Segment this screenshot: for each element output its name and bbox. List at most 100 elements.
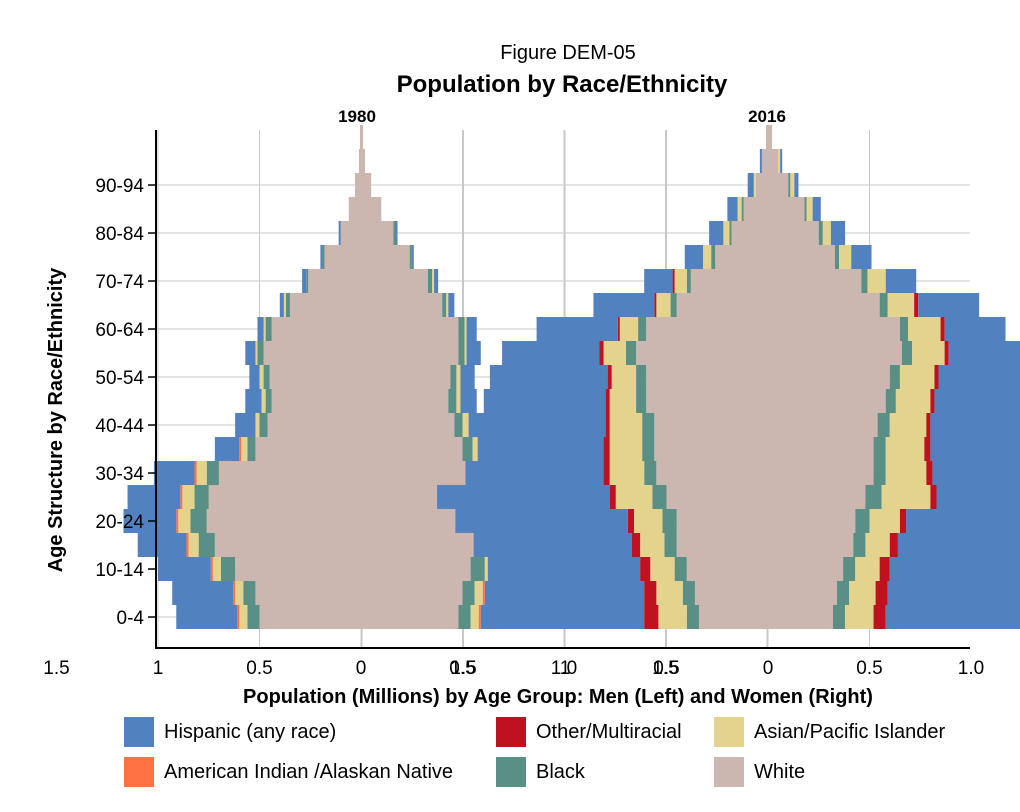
- bar-1980-female-80-84-black: [393, 221, 396, 245]
- bar-2016-female-10-14-black: [843, 557, 856, 581]
- bar-2016-male-35-39-white: [654, 437, 768, 461]
- bar-2016-female-40-44-hispanic-any-race-: [930, 413, 1020, 437]
- bar-2016-male-75-79-white: [715, 245, 768, 269]
- bar-2016-female-0-4-hispanic-any-race-: [885, 605, 1020, 629]
- bar-1980-male-25-29-asian-pacific-islander: [182, 485, 195, 509]
- bar-2016-male-5-9-black: [682, 581, 695, 605]
- bar-2016-female-25-29-asian-pacific-islander: [881, 485, 931, 509]
- bar-2016-male-15-19-other-multiracial: [631, 533, 641, 557]
- bar-2016-female-80-84-hispanic-any-race-: [830, 221, 846, 245]
- bar-1980-female-70-74-hispanic-any-race-: [434, 269, 439, 293]
- bar-2016-female-95-99-asian-pacific-islander: [778, 149, 781, 173]
- bar-2016-male-50-54-asian-pacific-islander: [611, 365, 637, 389]
- x-tick-label: 1.0: [958, 658, 984, 679]
- bar-2016-female-20-24-hispanic-any-race-: [906, 509, 1020, 533]
- bar-2016-male-0-4-asian-pacific-islander: [658, 605, 687, 629]
- bar-2016-male-30-34-asian-pacific-islander: [609, 461, 645, 485]
- bar-2016-male-55-59-black: [625, 341, 637, 365]
- bar-2016-male-65-69-black: [670, 293, 677, 317]
- bar-1980-male-60-64-asian-pacific-islander: [263, 317, 266, 341]
- bar-2016-female-5-9-black: [837, 581, 850, 605]
- x-tick-label: 0: [763, 658, 774, 679]
- bar-1980-male-70-74-white: [308, 269, 361, 293]
- bar-2016-female-5-9-white: [768, 581, 838, 605]
- bar-1980-male-35-39-hispanic-any-race-: [214, 437, 240, 461]
- bar-2016-male-100+-white: [765, 125, 768, 149]
- bar-1980-female-80-84-white: [361, 221, 394, 245]
- bar-2016-female-40-44-asian-pacific-islander: [889, 413, 927, 437]
- bar-1980-female-70-74-asian-pacific-islander: [432, 269, 435, 293]
- panel-title-2016: 2016: [748, 107, 786, 126]
- bar-1980-male-20-24-asian-pacific-islander: [178, 509, 191, 533]
- bar-2016-female-30-34-white: [768, 461, 874, 485]
- legend-swatch-american-indian: [124, 757, 154, 787]
- bar-2016-female-30-34-other-multiracial: [926, 461, 933, 485]
- bar-1980-female-50-54-white: [361, 365, 451, 389]
- bar-2016-male-50-54-hispanic-any-race-: [489, 365, 608, 389]
- bar-1980-female-35-39-asian-pacific-islander: [472, 437, 481, 461]
- bar-1980-female-5-9-asian-pacific-islander: [474, 581, 483, 605]
- bar-1980-male-75-79-white: [324, 245, 361, 269]
- legend-item-asian-pacific: Asian/Pacific Islander: [714, 717, 945, 747]
- bar-2016-female-85-89-white: [768, 197, 805, 221]
- bar-2016-female-25-29-hispanic-any-race-: [936, 485, 1020, 509]
- bar-2016-female-75-79-asian-pacific-islander: [839, 245, 852, 269]
- bar-2016-female-55-59-asian-pacific-islander: [912, 341, 945, 365]
- bar-1980-male-90-94-white: [354, 173, 361, 197]
- bar-1980-male-30-34-asian-pacific-islander: [196, 461, 207, 485]
- bar-1980-male-10-14-asian-pacific-islander: [212, 557, 221, 581]
- bar-1980-female-40-44-white: [361, 413, 455, 437]
- bar-1980-female-70-74-black: [427, 269, 433, 293]
- x-tick-label: 1.5: [43, 658, 69, 679]
- bar-2016-male-85-89-hispanic-any-race-: [727, 197, 738, 221]
- bar-2016-male-0-4-white: [698, 605, 768, 629]
- bar-1980-female-75-79-black: [409, 245, 412, 269]
- bar-1980-female-65-69-asian-pacific-islander: [446, 293, 449, 317]
- bar-2016-male-30-34-hispanic-any-race-: [465, 461, 604, 485]
- bar-2016-male-20-24-hispanic-any-race-: [455, 509, 628, 533]
- legend-label-black: Black: [536, 760, 585, 783]
- legend-label-american-indian: American Indian /Alaskan Native: [164, 760, 454, 783]
- x-tick-label: 1.0: [551, 658, 577, 679]
- bar-2016-female-35-39-asian-pacific-islander: [885, 437, 925, 461]
- bar-1980-male-15-19-asian-pacific-islander: [188, 533, 199, 557]
- bar-2016-male-80-84-hispanic-any-race-: [709, 221, 724, 245]
- bar-2016-female-45-49-black: [885, 389, 896, 413]
- bar-1980-male-40-44-hispanic-any-race-: [235, 413, 256, 437]
- bar-2016-male-35-39-asian-pacific-islander: [609, 437, 643, 461]
- bar-2016-female-0-4-white: [768, 605, 833, 629]
- bar-1980-male-45-49-black: [265, 389, 272, 413]
- bar-2016-female-10-14-other-multiracial: [879, 557, 890, 581]
- bar-2016-male-60-64-hispanic-any-race-: [536, 317, 618, 341]
- bar-2016-male-0-4-other-multiracial: [644, 605, 659, 629]
- bar-2016-male-10-14-other-multiracial: [640, 557, 651, 581]
- bar-1980-female-0-4-asian-pacific-islander: [470, 605, 479, 629]
- bar-2016-female-5-9-asian-pacific-islander: [849, 581, 876, 605]
- bar-1980-female-40-44-black: [454, 413, 463, 437]
- bar-2016-male-65-69-other-multiracial: [654, 293, 657, 317]
- bar-1980-male-40-44-black: [259, 413, 268, 437]
- bar-2016-male-40-44-asian-pacific-islander: [609, 413, 643, 437]
- bar-2016-female-5-9-other-multiracial: [875, 581, 888, 605]
- bar-2016-male-0-4-black: [686, 605, 699, 629]
- bar-2016-male-70-74-hispanic-any-race-: [644, 269, 673, 293]
- panel-title-1980: 1980: [338, 107, 376, 126]
- bar-2016-female-70-74-black: [861, 269, 868, 293]
- bar-1980-female-0-4-white: [361, 605, 459, 629]
- y-tick-label: 90-94: [95, 176, 144, 197]
- bar-1980-male-55-59-asian-pacific-islander: [255, 341, 258, 365]
- legend-swatch-hispanic: [124, 717, 154, 747]
- bar-2016-male-30-34-other-multiracial: [603, 461, 610, 485]
- bar-1980-male-30-34-hispanic-any-race-: [153, 461, 195, 485]
- x-tick-labels: 1.510.500.51.01.51.510.500.51.01.5: [43, 658, 984, 679]
- bar-1980-female-65-69-hispanic-any-race-: [448, 293, 455, 317]
- bar-2016-female-45-49-white: [768, 389, 886, 413]
- bar-1980-male-100+-white: [359, 125, 361, 149]
- bar-2016-male-95-99-hispanic-any-race-: [759, 149, 762, 173]
- y-tick-label: 10-14: [95, 560, 144, 581]
- bar-2016-female-75-79-white: [768, 245, 835, 269]
- y-tick-label: 0-4: [117, 608, 145, 629]
- bar-2016-male-85-89-asian-pacific-islander: [737, 197, 742, 221]
- bar-1980-male-95-99-white: [358, 149, 361, 173]
- bar-1980-female-55-59-asian-pacific-islander: [464, 341, 467, 365]
